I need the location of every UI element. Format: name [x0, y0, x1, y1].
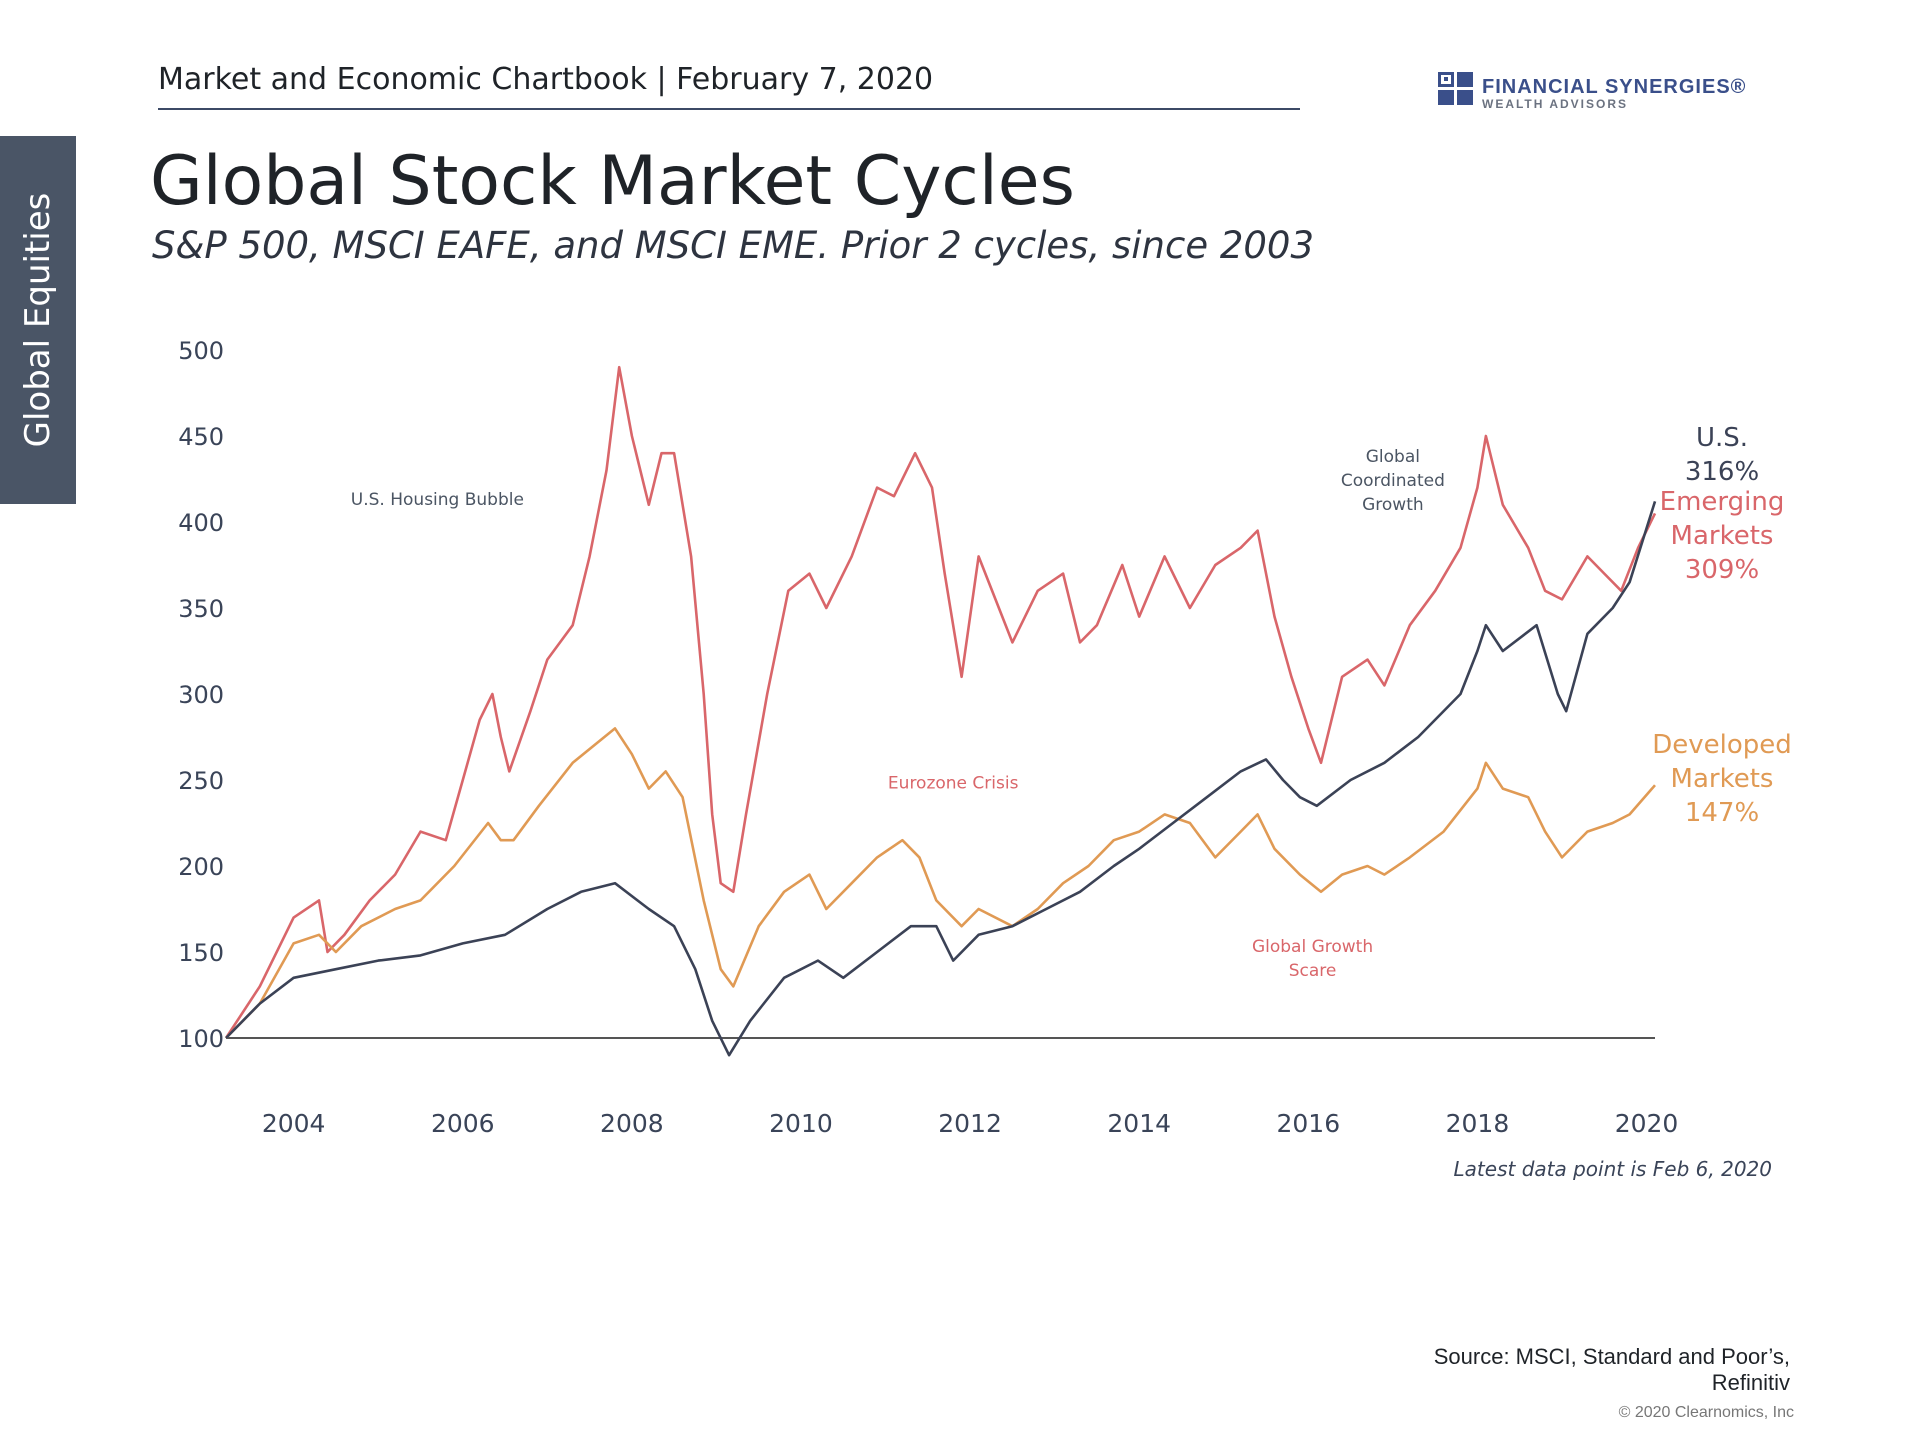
- logo-grid-icon: [1438, 72, 1473, 105]
- series-label-us: U.S.: [1696, 423, 1748, 453]
- x-tick-label: 2018: [1446, 1109, 1510, 1138]
- source-line: Refinitiv: [1711, 1370, 1790, 1395]
- annotation-coordinated: Global: [1366, 447, 1420, 467]
- logo-subtitle: WEALTH ADVISORS: [1482, 97, 1628, 111]
- series-label-emerging: Emerging: [1660, 487, 1785, 517]
- source-note: Source: MSCI, Standard and Poor’s, Refin…: [1434, 1344, 1790, 1396]
- logo-title: FINANCIAL SYNERGIES®: [1482, 76, 1747, 98]
- header-divider: [158, 108, 1300, 110]
- y-tick-label: 500: [178, 337, 224, 365]
- series-label-developed: Developed: [1652, 730, 1792, 760]
- chart-title: Global Stock Market Cycles: [150, 142, 1075, 221]
- y-tick-label: 250: [178, 767, 224, 795]
- series-label-emerging: Markets: [1671, 521, 1774, 551]
- annotation-growth_scare: Global Growth: [1252, 937, 1373, 957]
- y-tick-label: 150: [178, 939, 224, 967]
- annotation-housing: U.S. Housing Bubble: [351, 490, 524, 510]
- x-tick-label: 2010: [769, 1109, 833, 1138]
- series-line-emerging: [224, 365, 1657, 1039]
- latest-data-footnote: Latest data point is Feb 6, 2020: [1454, 1157, 1772, 1181]
- series-label-us: 316%: [1685, 457, 1759, 487]
- company-logo: FINANCIAL SYNERGIES® WEALTH ADVISORS: [1438, 72, 1758, 112]
- x-tick-label: 2012: [938, 1109, 1002, 1138]
- x-tick-label: 2016: [1277, 1109, 1341, 1138]
- copyright: © 2020 Clearnomics, Inc: [1618, 1404, 1794, 1421]
- x-tick-label: 2020: [1615, 1109, 1679, 1138]
- source-line: Source: MSCI, Standard and Poor’s,: [1433, 1344, 1790, 1369]
- y-tick-label: 350: [178, 595, 224, 623]
- y-tick-label: 100: [178, 1025, 224, 1053]
- series-label-emerging: 309%: [1685, 555, 1759, 585]
- y-tick-label: 300: [178, 681, 224, 709]
- y-tick-label: 200: [178, 853, 224, 881]
- annotation-coordinated: Coordinated: [1341, 471, 1445, 491]
- x-tick-label: 2004: [262, 1109, 326, 1138]
- x-tick-label: 2006: [431, 1109, 495, 1138]
- series-label-developed: 147%: [1685, 798, 1759, 828]
- x-tick-label: 2014: [1107, 1109, 1171, 1138]
- y-tick-label: 400: [178, 509, 224, 537]
- y-tick-label: 450: [178, 423, 224, 451]
- series-label-developed: Markets: [1671, 764, 1774, 794]
- annotation-coordinated: Growth: [1362, 495, 1424, 515]
- chartbook-header: Market and Economic Chartbook | February…: [158, 62, 934, 97]
- series-line-us: [225, 501, 1657, 1057]
- annotation-growth_scare: Scare: [1289, 961, 1337, 981]
- line-chart: 100 150 200 250 300 350 400 450 500 2004 2006 2008 2…: [178, 337, 1792, 1181]
- series-line-developed: [225, 727, 1656, 1039]
- chart-subtitle: S&P 500, MSCI EAFE, and MSCI EME. Prior …: [152, 224, 1315, 267]
- x-tick-label: 2008: [600, 1109, 664, 1138]
- annotation-eurozone: Eurozone Crisis: [888, 774, 1019, 794]
- section-tab: Global Equities: [0, 136, 76, 504]
